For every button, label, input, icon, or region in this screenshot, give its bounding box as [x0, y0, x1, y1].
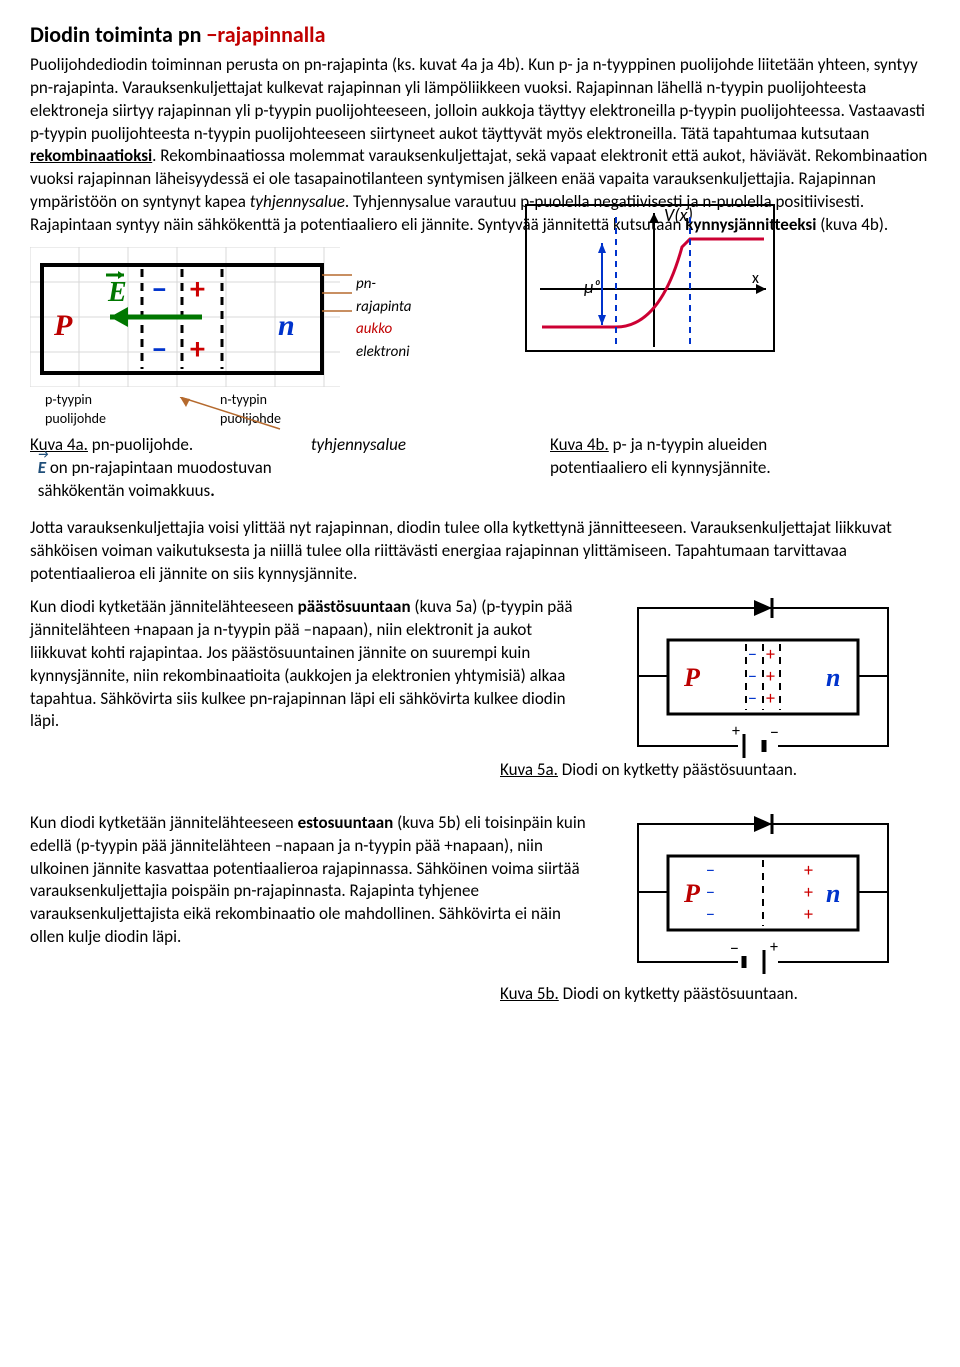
figure-5b-svg: + − P n − − − + + + [608, 812, 908, 982]
para4a: Kun diodi kytketään jännitelähteeseen [30, 812, 298, 833]
paragraph-3: Kun diodi kytketään jännitelähteeseen pä… [30, 596, 590, 734]
cap4a-t2a: on pn-rajapintaan muodostuvan [46, 457, 272, 478]
svg-text:−: − [748, 665, 757, 687]
figure-4a-wrap: E P n − − + + p-tyypinpuolijohde n-tyypi… [30, 247, 420, 394]
svg-text:+: + [766, 687, 775, 709]
svg-text:−: − [748, 687, 757, 709]
cap5b-u: Kuva 5b. [500, 983, 559, 1004]
para1-tyhj: tyhjennysalue [250, 191, 345, 212]
vec-E: E [38, 457, 46, 478]
cap4b-u: Kuva 4b. [550, 434, 609, 455]
svg-text:P: P [683, 879, 701, 908]
label-ptype: p-tyypinpuolijohde [45, 391, 106, 429]
label-aukko: aukko [356, 318, 420, 341]
cap5a-u: Kuva 5a. [500, 759, 558, 780]
figure-5b-wrap: + − P n − − − + + + [608, 812, 908, 989]
figure-row-4: E P n − − + + p-tyypinpuolijohde n-tyypi… [30, 247, 930, 394]
cap4a-t1: pn-puolijohde. [88, 434, 193, 455]
caption-4a: Kuva 4a. pn-puolijohde. tyhjennysalue E … [30, 434, 930, 503]
figure-4b-svg: x V(x) μₒ [520, 197, 780, 357]
label-pn: pn-rajapinta [356, 273, 420, 318]
svg-text:−: − [706, 881, 715, 903]
svg-text:−: − [730, 937, 739, 959]
svg-text:μₒ: μₒ [584, 276, 601, 298]
cap4b-t2: potentiaaliero eli kynnysjännite. [550, 457, 771, 478]
para3b: päästösuuntaan [298, 596, 411, 617]
paragraph-1: Puolijohdediodin toiminnan perusta on pn… [30, 54, 930, 238]
svg-text:+: + [732, 722, 740, 741]
para1-text-a: Puolijohdediodin toiminnan perusta on pn… [30, 54, 925, 144]
para1-rekomb: rekombinaatioksi [30, 145, 152, 166]
svg-text:P: P [53, 309, 73, 342]
fig5b-row: Kun diodi kytketään jännitelähteeseen es… [30, 812, 930, 989]
cap5b-t1: Diodi on kytketty päästösuuntaan. [559, 983, 798, 1004]
svg-text:n: n [278, 309, 295, 342]
para4b: estosuuntaan [298, 812, 394, 833]
fig5a-row: Kun diodi kytketään jännitelähteeseen pä… [30, 596, 930, 773]
heading: Diodin toiminta pn −rajapinnalla [30, 20, 930, 50]
figure-5a-wrap: + − P n − − − + + + [608, 596, 908, 773]
svg-text:E: E [107, 277, 127, 308]
svg-text:−: − [706, 903, 715, 925]
heading-red: −rajapinnalla [206, 21, 325, 48]
svg-text:−: − [152, 271, 167, 308]
svg-text:−: − [706, 859, 715, 881]
svg-text:−: − [152, 331, 167, 368]
svg-text:+: + [770, 938, 778, 957]
paragraph-2: Jotta varauksenkuljettajia voisi ylittää… [30, 517, 930, 586]
svg-text:P: P [683, 663, 701, 692]
caption-4b: Kuva 4b. p- ja n-tyypin alueiden potenti… [550, 434, 771, 503]
svg-text:V(x): V(x) [664, 204, 693, 226]
para3a: Kun diodi kytketään jännitelähteeseen [30, 596, 298, 617]
heading-pre: Diodin toiminta pn [30, 21, 206, 48]
para1-text-d: (kuva 4b). [816, 214, 888, 235]
svg-text:x: x [752, 269, 759, 288]
svg-text:n: n [826, 663, 840, 692]
svg-text:+: + [190, 331, 205, 368]
tyhjennys-arrow [160, 397, 340, 437]
svg-text:+: + [804, 881, 813, 903]
label-elektroni: elektroni [356, 341, 420, 364]
svg-text:−: − [748, 643, 757, 665]
svg-text:+: + [804, 903, 813, 925]
cap5a-t1: Diodi on kytketty päästösuuntaan. [558, 759, 797, 780]
svg-text:−: − [770, 721, 779, 743]
paragraph-4: Kun diodi kytketään jännitelähteeseen es… [30, 812, 590, 950]
svg-text:+: + [190, 271, 205, 308]
svg-text:+: + [766, 643, 775, 665]
svg-text:+: + [766, 665, 775, 687]
cap4b-t1: p- ja n-tyypin alueiden [609, 434, 767, 455]
figure-4a-svg: E P n − − + + [30, 247, 340, 387]
figure-5a-svg: + − P n − − − + + + [608, 596, 908, 766]
cap4a-t2b: sähkökentän voimakkuus [38, 480, 211, 501]
svg-text:+: + [804, 859, 813, 881]
cap4a-ty: tyhjennysalue [311, 434, 406, 455]
svg-text:n: n [826, 879, 840, 908]
fig4a-side-labels: pn-rajapinta aukko elektroni [356, 273, 420, 363]
